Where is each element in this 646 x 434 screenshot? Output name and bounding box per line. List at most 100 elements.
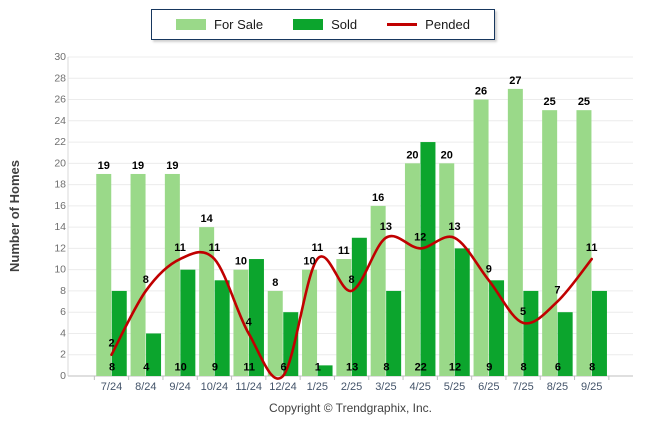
bar-for-sale-8/24 [130, 173, 146, 376]
y-tick-label: 16 [54, 200, 66, 212]
x-tick-label: 8/24 [135, 381, 156, 393]
legend-item-for-sale: For Sale [176, 17, 263, 32]
x-tick-label: 3/25 [375, 381, 396, 393]
y-tick-label: 30 [54, 51, 66, 63]
bar-for-sale-3/25 [370, 205, 386, 376]
pended-value-label: 8 [143, 274, 149, 286]
x-tick-label: 12/24 [269, 381, 297, 393]
sold-value-label: 8 [383, 362, 389, 374]
bar-sold-6/25 [489, 280, 505, 376]
bar-sold-1/25 [317, 365, 333, 376]
sold-value-label: 6 [555, 362, 561, 374]
pended-value-label: 12 [414, 231, 426, 243]
bar-for-sale-11/24 [233, 269, 249, 376]
y-tick-label: 4 [60, 327, 66, 339]
bar-for-sale-10/24 [199, 227, 215, 376]
bar-for-sale-7/24 [96, 173, 112, 376]
y-tick-label: 26 [54, 94, 66, 106]
legend: For Sale Sold Pended [151, 9, 495, 40]
bar-sold-8/24 [146, 333, 162, 376]
bar-for-sale-8/25 [542, 110, 558, 377]
legend-label-pended: Pended [425, 17, 470, 32]
for-sale-value-label: 25 [544, 96, 556, 108]
bar-for-sale-9/25 [576, 110, 592, 377]
sold-value-label: 1 [315, 362, 321, 374]
pended-value-label: 13 [448, 221, 460, 233]
pended-line-swatch [387, 23, 418, 26]
sold-value-label: 22 [415, 362, 427, 374]
pended-value-label: 11 [209, 242, 221, 254]
bar-sold-2/25 [351, 237, 367, 376]
pended-value-label: 11 [311, 242, 323, 254]
for-sale-value-label: 19 [132, 160, 144, 172]
pended-value-label: 8 [349, 274, 355, 286]
legend-item-sold: Sold [293, 17, 357, 32]
bar-sold-8/25 [557, 312, 573, 376]
y-tick-label: 10 [54, 264, 66, 276]
sold-value-label: 12 [449, 362, 461, 374]
copyright-text: Copyright © Trendgraphix, Inc. [269, 401, 432, 415]
sold-value-label: 8 [521, 362, 527, 374]
sold-value-label: 8 [589, 362, 595, 374]
bar-sold-4/25 [420, 142, 436, 376]
for-sale-swatch [176, 19, 206, 30]
for-sale-value-label: 10 [303, 256, 315, 268]
x-tick-label: 10/24 [201, 381, 229, 393]
pended-value-label: 9 [486, 263, 492, 275]
y-tick-label: 6 [60, 306, 66, 318]
sold-value-label: 9 [212, 362, 218, 374]
bar-sold-5/25 [454, 248, 470, 376]
bar-for-sale-6/25 [473, 99, 489, 377]
legend-label-for-sale: For Sale [214, 17, 264, 32]
x-tick-label: 8/25 [547, 381, 568, 393]
y-tick-label: 0 [60, 370, 66, 382]
y-tick-label: 12 [54, 242, 66, 254]
sold-swatch [293, 19, 324, 30]
x-tick-label: 5/25 [444, 381, 465, 393]
y-tick-label: 20 [54, 157, 66, 169]
bar-sold-3/25 [386, 290, 402, 376]
x-tick-label: 6/25 [478, 381, 499, 393]
x-tick-label: 9/24 [169, 381, 190, 393]
pended-value-label: 11 [586, 242, 598, 254]
y-tick-label: 24 [54, 115, 66, 127]
x-tick-label: 11/24 [235, 381, 262, 393]
bar-for-sale-12/24 [267, 290, 283, 376]
sold-value-label: 10 [174, 362, 186, 374]
pended-value-label: 13 [380, 221, 392, 233]
x-tick-label: 9/25 [581, 381, 602, 393]
sold-value-label: 8 [109, 362, 115, 374]
sold-value-label: 13 [346, 362, 358, 374]
for-sale-value-label: 16 [372, 192, 384, 204]
for-sale-value-label: 27 [509, 75, 521, 87]
y-tick-label: 2 [60, 349, 66, 361]
bar-sold-10/24 [214, 280, 230, 376]
x-tick-label: 1/25 [307, 381, 328, 393]
bar-for-sale-2/25 [336, 259, 352, 376]
sold-value-label: 9 [486, 362, 492, 374]
bar-sold-11/24 [248, 259, 264, 376]
sold-value-label: 11 [243, 362, 255, 374]
x-tick-label: 7/25 [512, 381, 533, 393]
for-sale-value-label: 10 [235, 256, 247, 268]
legend-item-pended: Pended [387, 17, 470, 32]
bar-for-sale-5/25 [439, 163, 455, 376]
bar-sold-7/24 [111, 290, 127, 376]
bar-sold-9/24 [180, 269, 196, 376]
bar-sold-12/24 [283, 312, 299, 376]
for-sale-value-label: 14 [201, 213, 214, 225]
pended-value-label: 11 [174, 242, 186, 254]
pended-value-label: 2 [108, 338, 114, 350]
for-sale-value-label: 8 [272, 277, 278, 289]
for-sale-value-label: 19 [166, 160, 178, 172]
y-axis-title: Number of Homes [7, 160, 22, 272]
bar-sold-7/25 [523, 290, 539, 376]
bar-for-sale-1/25 [302, 269, 318, 376]
bar-for-sale-7/25 [507, 88, 523, 377]
y-tick-label: 28 [54, 72, 66, 84]
x-tick-label: 4/25 [409, 381, 430, 393]
for-sale-value-label: 11 [338, 245, 350, 257]
sold-value-label: 4 [143, 362, 150, 374]
